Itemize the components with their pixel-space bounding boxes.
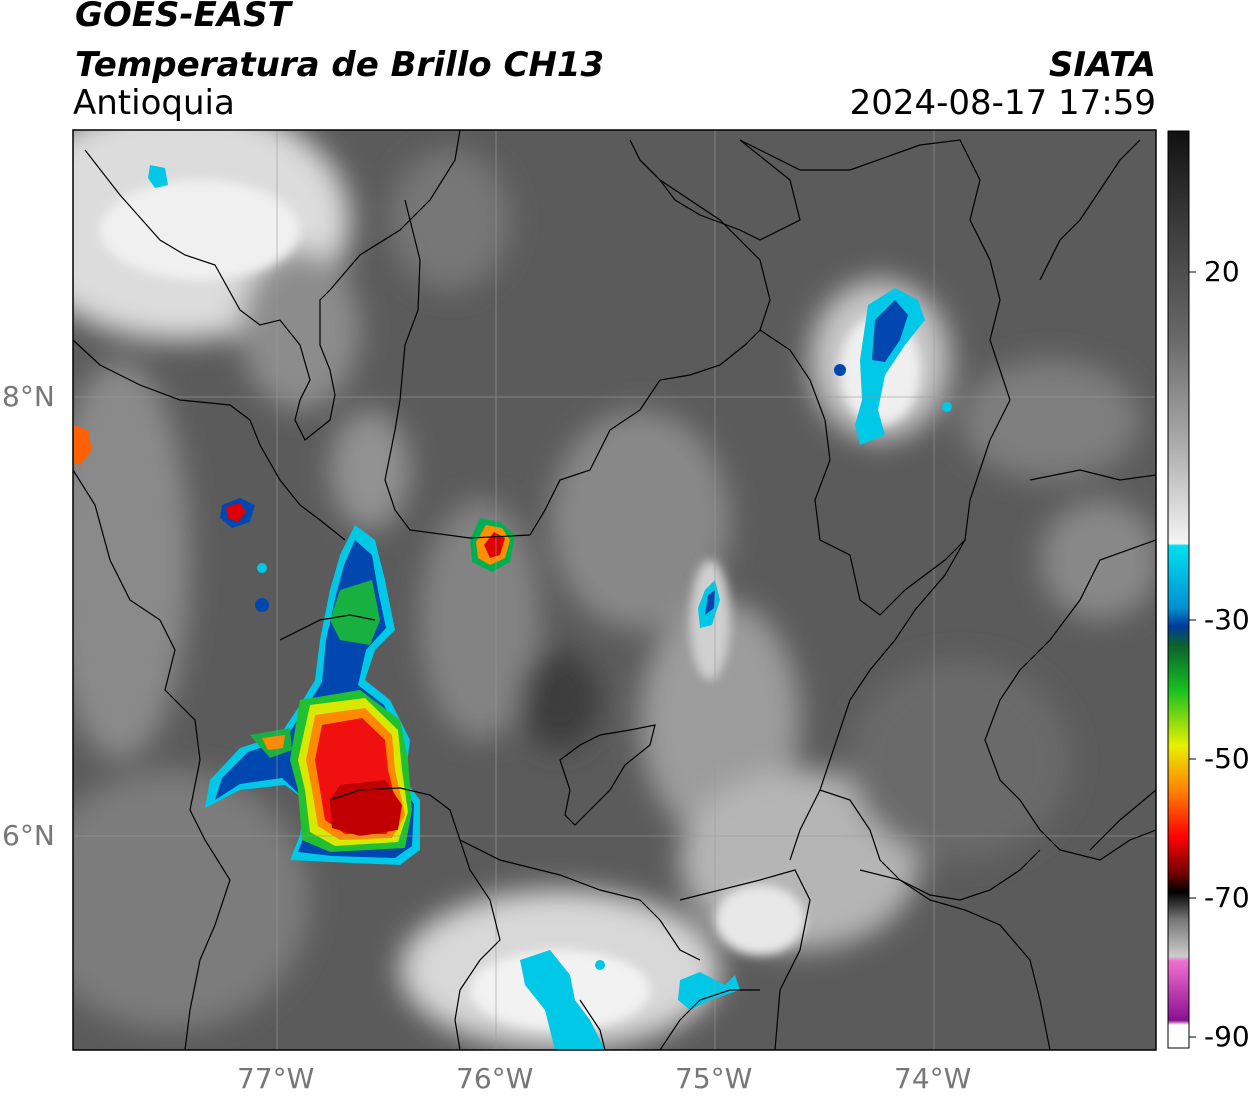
colorbar-tick-minus70: -70: [1204, 881, 1250, 914]
product-title: Temperatura de Brillo CH13: [75, 45, 605, 85]
colorbar: [1167, 130, 1196, 1049]
colorbar-tick-minus50: -50: [1204, 742, 1250, 775]
colorbar-tick-minus90: -90: [1204, 1020, 1250, 1053]
storm-cells: [73, 165, 952, 1050]
region-label: Antioquia: [73, 83, 235, 123]
lon-label-76w: 76°W: [456, 1062, 534, 1095]
colorbar-tick-20: 20: [1204, 255, 1240, 288]
graticule: [73, 130, 1156, 1050]
satellite-title: GOES-EAST: [75, 0, 291, 35]
lon-label-77w: 77°W: [237, 1062, 315, 1095]
organization-label: SIATA: [1048, 45, 1156, 85]
satellite-image: [73, 130, 1156, 1050]
lat-label-6n: 6°N: [2, 819, 55, 852]
lat-label-8n: 8°N: [2, 380, 55, 413]
lon-label-74w: 74°W: [894, 1062, 972, 1095]
map-frame: [72, 129, 1157, 1051]
colorbar-tick-minus30: -30: [1204, 603, 1250, 636]
boundaries: [73, 130, 1156, 1050]
lon-label-75w: 75°W: [675, 1062, 753, 1095]
datetime-label: 2024-08-17 17:59: [849, 83, 1156, 123]
